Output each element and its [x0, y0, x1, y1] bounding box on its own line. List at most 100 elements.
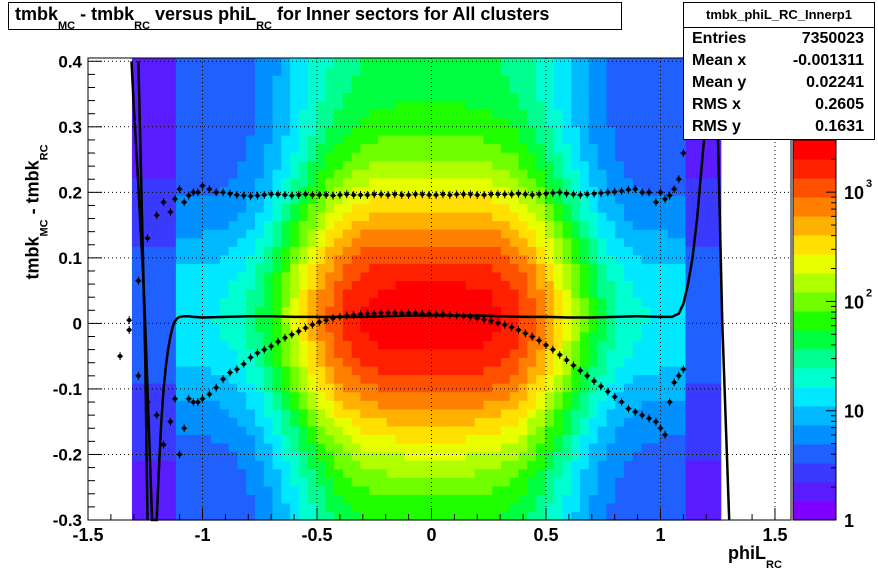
heatmap-cell [509, 254, 520, 264]
heatmap-cell [377, 391, 388, 401]
data-point [516, 191, 521, 196]
heatmap-cell [694, 417, 704, 427]
heatmap-cell [474, 348, 485, 359]
heatmap-cell [527, 357, 537, 367]
heatmap-cell [334, 194, 344, 205]
heatmap-cell [501, 186, 511, 196]
heatmap-cell [342, 212, 353, 222]
heatmap-cell [465, 160, 476, 170]
heatmap-cell [254, 443, 265, 453]
heatmap-cell [711, 289, 722, 299]
heatmap-cell [342, 331, 353, 341]
heatmap-cell [711, 451, 722, 461]
heatmap-cell [325, 348, 335, 359]
heatmap-cell [404, 408, 414, 418]
heatmap-cell [457, 246, 467, 256]
heatmap-cell [377, 186, 388, 196]
heatmap-cell [413, 417, 423, 427]
heatmap-cell [272, 126, 282, 136]
heatmap-cell [703, 485, 713, 495]
stats-value: 0.02241 [806, 74, 864, 91]
heatmap-cell [650, 460, 660, 470]
heatmap-cell [290, 425, 300, 436]
heatmap-cell [650, 280, 660, 290]
heatmap-cell [597, 203, 608, 213]
heatmap-cell [641, 109, 651, 119]
y-tick-label: 0.3 [58, 118, 82, 137]
heatmap-cell [562, 468, 572, 478]
heatmap-cell [553, 331, 564, 341]
heatmap-cell [624, 417, 634, 427]
heatmap-cell [377, 340, 388, 350]
heatmap-cell [386, 408, 397, 418]
heatmap-cell [219, 340, 230, 350]
heatmap-cell [290, 477, 300, 487]
heatmap-cell [325, 117, 335, 128]
heatmap-cell [334, 314, 344, 324]
heatmap-cell [536, 152, 546, 162]
heatmap-cell [562, 366, 572, 376]
heatmap-cell [369, 468, 379, 478]
heatmap-cell [360, 117, 370, 128]
heatmap-cell [237, 348, 247, 359]
heatmap-cell [386, 340, 397, 350]
heatmap-cell [360, 374, 370, 384]
heatmap-cell [553, 460, 564, 470]
heatmap-cell [439, 169, 449, 179]
heatmap-cell [184, 477, 195, 487]
heatmap-cell [641, 289, 651, 299]
heatmap-cell [413, 126, 423, 136]
heatmap-cell [131, 366, 142, 376]
heatmap-cell [536, 237, 546, 247]
heatmap-cell [606, 417, 616, 427]
heatmap-cell [167, 383, 177, 393]
heatmap-cell [483, 160, 493, 170]
heatmap-cell [448, 280, 458, 290]
heatmap-cell [580, 229, 590, 239]
heatmap-cell [167, 511, 177, 521]
heatmap-cell [290, 143, 300, 153]
y-tick-label: 0.4 [58, 52, 82, 71]
heatmap-cell [448, 186, 458, 196]
heatmap-cell [342, 374, 353, 384]
heatmap-cell [571, 135, 581, 145]
heatmap-cell [448, 246, 458, 256]
heatmap-cell [202, 400, 212, 410]
heatmap-cell [624, 92, 634, 102]
heatmap-cell [711, 408, 722, 418]
heatmap-cell [228, 271, 238, 282]
heatmap-cell [290, 331, 300, 341]
heatmap-cell [527, 58, 537, 68]
heatmap-cell [527, 460, 537, 470]
heatmap-cell [325, 451, 335, 461]
heatmap-cell [667, 468, 678, 478]
heatmap-cell [175, 220, 186, 230]
heatmap-cell [597, 109, 608, 119]
heatmap-cell [518, 425, 528, 436]
heatmap-cell [395, 58, 405, 68]
heatmap-cell [457, 340, 467, 350]
heatmap-cell [316, 143, 326, 153]
heatmap-cell [237, 331, 247, 341]
heatmap-cell [544, 271, 555, 282]
heatmap-cell [263, 485, 274, 495]
heatmap-cell [369, 177, 379, 187]
heatmap-cell [544, 348, 555, 359]
heatmap-cell [334, 169, 344, 179]
heatmap-cell [641, 212, 651, 222]
heatmap-cell [263, 152, 274, 162]
heatmap-cell [334, 229, 344, 239]
heatmap-cell [474, 160, 485, 170]
heatmap-cell [237, 306, 247, 316]
heatmap-cell [711, 460, 722, 470]
heatmap-cell [219, 297, 230, 307]
heatmap-cell [659, 400, 669, 410]
heatmap-cell [131, 229, 142, 239]
heatmap-cell [492, 58, 502, 68]
heatmap-cell [659, 485, 669, 495]
heatmap-cell [685, 357, 695, 367]
heatmap-cell [211, 511, 221, 521]
heatmap-cell [281, 443, 291, 453]
z-tick-label: 10 [844, 292, 864, 312]
heatmap-cell [492, 331, 502, 341]
